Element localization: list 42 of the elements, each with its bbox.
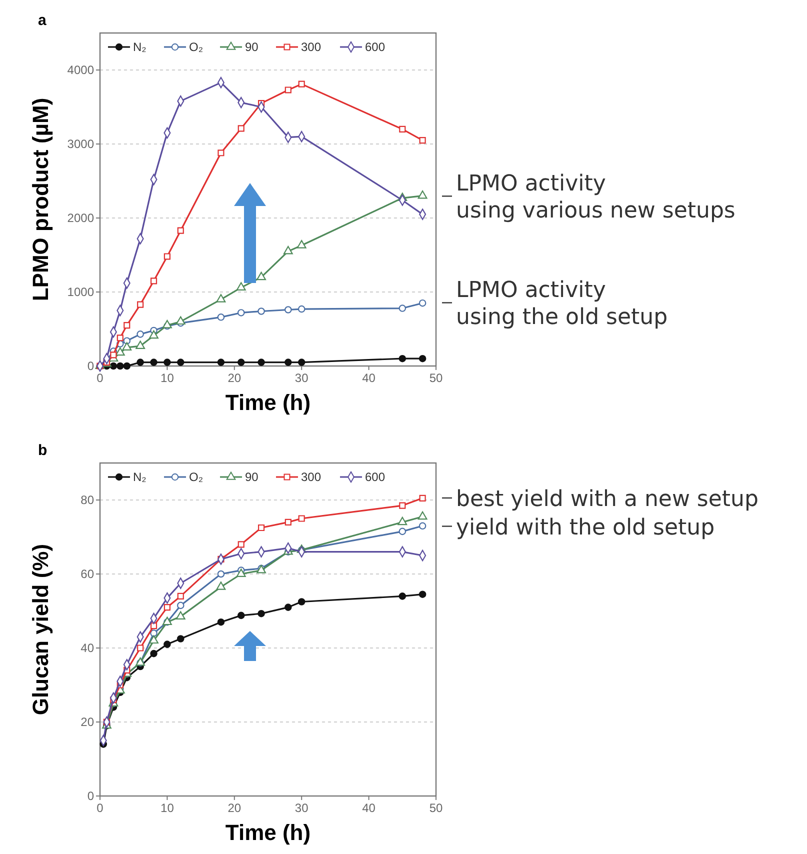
legend-label: 300 bbox=[301, 40, 322, 54]
x-tick-label: 10 bbox=[160, 371, 174, 385]
y-tick-label: 2000 bbox=[67, 211, 94, 225]
text: yield with the old setup bbox=[456, 515, 715, 540]
y-tick-label: 3000 bbox=[67, 137, 94, 151]
x-tick-label: 40 bbox=[362, 801, 376, 815]
x-tick-label: 50 bbox=[429, 801, 443, 815]
x-tick-label: 50 bbox=[429, 371, 443, 385]
y-tick-label: 0 bbox=[87, 359, 94, 373]
legend-label: N₂ bbox=[133, 40, 147, 54]
legend-label: 600 bbox=[365, 40, 386, 54]
x-tick-label: 40 bbox=[362, 371, 376, 385]
y-tick-label: 0 bbox=[87, 789, 94, 803]
y-tick-label: 60 bbox=[80, 567, 94, 581]
legend-label: O₂ bbox=[189, 40, 204, 54]
y-tick-label: 1000 bbox=[67, 285, 94, 299]
text: best yield with a new setup bbox=[456, 486, 758, 512]
x-tick-label: 10 bbox=[160, 801, 174, 815]
x-tick-label: 0 bbox=[96, 801, 104, 815]
text: LPMO activity using the old setup bbox=[456, 278, 668, 330]
y-axis-title: LPMO product (µM) bbox=[28, 98, 53, 302]
x-tick-label: 30 bbox=[294, 801, 309, 815]
y-tick-label: 4000 bbox=[67, 63, 94, 77]
legend-label: 600 bbox=[365, 470, 386, 484]
y-tick-label: 40 bbox=[80, 641, 94, 655]
legend-label: O₂ bbox=[189, 470, 204, 484]
x-tick-label: 30 bbox=[294, 371, 309, 385]
x-tick-label: 0 bbox=[96, 371, 104, 385]
y-tick-label: 80 bbox=[80, 493, 94, 507]
x-tick-label: 20 bbox=[228, 371, 242, 385]
legend-label: N₂ bbox=[133, 470, 147, 484]
x-axis-title: Time (h) bbox=[225, 820, 311, 845]
legend-label: 300 bbox=[301, 470, 322, 484]
legend-label: 90 bbox=[245, 470, 259, 484]
y-tick-label: 20 bbox=[80, 715, 94, 729]
text: LPMO activity using various new setups bbox=[456, 172, 736, 224]
text: b bbox=[38, 442, 48, 459]
y-axis-title: Glucan yield (%) bbox=[28, 544, 53, 716]
legend-label: 90 bbox=[245, 40, 259, 54]
text: a bbox=[38, 12, 47, 29]
x-axis-title: Time (h) bbox=[225, 390, 311, 415]
x-tick-label: 20 bbox=[228, 801, 242, 815]
